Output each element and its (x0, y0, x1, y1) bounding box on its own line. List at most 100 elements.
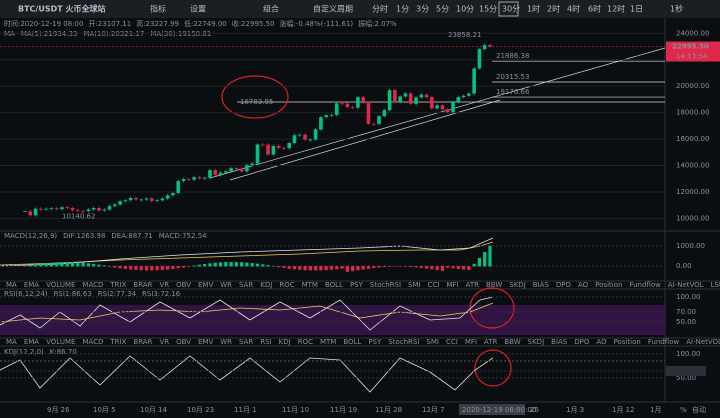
indicator-tab[interactable]: ROC (279, 281, 294, 289)
indicator-tab[interactable]: PSY (350, 281, 364, 289)
time-label: 1月 (650, 406, 661, 414)
indicator-tab[interactable]: BBW (486, 281, 502, 289)
macd-bar-decor (229, 262, 233, 267)
indicator-tab[interactable]: Fundflow (648, 338, 680, 346)
macd-bar-decor (160, 266, 164, 271)
period[interactable]: 6时 (588, 4, 601, 14)
indicator-tab[interactable]: TRIX (109, 338, 126, 346)
indicator-tab[interactable]: WR (220, 338, 232, 346)
indicator-tab[interactable]: SKDJ (509, 281, 526, 289)
candle (60, 207, 64, 210)
footer-percent[interactable]: % (680, 406, 687, 414)
period[interactable]: 1日 (630, 5, 643, 14)
indicator-tab[interactable]: EMA (24, 338, 39, 346)
macd-bar-decor (224, 262, 228, 267)
indicator-tab[interactable]: AO (578, 281, 589, 289)
indicator-tab[interactable]: KDJ (279, 338, 291, 346)
indicator-tab[interactable]: VOLUME (46, 281, 75, 289)
period[interactable]: 3分 (416, 5, 429, 14)
indicator-tab[interactable]: StochRSI (370, 281, 401, 289)
indicator-tab[interactable]: SKDJ (528, 338, 545, 346)
period[interactable]: 12时 (607, 4, 625, 14)
indicator-tab[interactable]: PSY (368, 338, 382, 346)
custom-period[interactable]: 自定义周期 (313, 4, 353, 14)
candle (266, 144, 270, 155)
indicator-tab[interactable]: EMV (198, 281, 213, 289)
indicator-tab[interactable]: RSI (260, 338, 271, 346)
indicator-tab[interactable]: SMI (408, 281, 421, 289)
candle (282, 147, 286, 149)
indicator-tab[interactable]: ROC (298, 338, 313, 346)
indicator-tab[interactable]: OBV (176, 281, 191, 289)
candle (287, 143, 292, 149)
symbol[interactable]: BTC/USDT 火币全球站 (18, 4, 106, 14)
period-right[interactable]: 1秒 (670, 4, 683, 14)
indicator-tab[interactable]: MFI (446, 281, 458, 289)
indicator-tab[interactable]: DPO (574, 338, 590, 346)
candle (49, 208, 54, 210)
indicator-tab[interactable]: MA (6, 281, 17, 289)
indicator-tab[interactable]: AI-NetVOL (668, 281, 704, 289)
indicator-tab[interactable]: AO (596, 338, 607, 346)
indicator-tab[interactable]: EMV (198, 338, 213, 346)
indicator-tab[interactable]: BBW (504, 338, 520, 346)
macd-bar-decor (298, 266, 302, 270)
period[interactable]: 5分 (436, 5, 449, 14)
period[interactable]: 15分 (479, 5, 497, 14)
toolbar-button[interactable]: 设置 (190, 4, 206, 14)
indicator-tab[interactable]: BOLL (325, 281, 343, 289)
toolbar-button[interactable]: 组合 (263, 4, 279, 14)
indicator-tab[interactable]: CCI (428, 281, 440, 289)
indicator-tab[interactable]: TRIX (109, 281, 126, 289)
candle (187, 179, 191, 180)
indicator-tab[interactable]: BIAS (551, 338, 568, 346)
period[interactable]: 1分 (396, 5, 409, 14)
indicator-tab[interactable]: Position (614, 338, 641, 346)
period[interactable]: 10分 (456, 5, 474, 14)
indicator-tab[interactable]: MA (6, 338, 17, 346)
indicator-tab[interactable]: MTM (320, 338, 336, 346)
indicator-tab[interactable]: DPO (556, 281, 572, 289)
indicator-tab[interactable]: LSUR (711, 281, 720, 289)
macd-bar-decor (483, 251, 487, 267)
indicator-tab[interactable]: Fundflow (629, 281, 661, 289)
indicator-tab[interactable]: CCI (446, 338, 458, 346)
indicator-tab[interactable]: ATR (484, 338, 498, 346)
indicator-tab[interactable]: SAR (239, 338, 253, 346)
macd-bar-decor (424, 266, 429, 269)
time-label: 11月 19 (330, 406, 357, 414)
candle (197, 177, 202, 179)
period[interactable]: 2时 (547, 4, 560, 14)
indicator-tab[interactable]: BOLL (343, 338, 361, 346)
indicator-tab[interactable]: MFI (465, 338, 477, 346)
indicator-tab[interactable]: VR (159, 338, 169, 346)
indicator-tab[interactable]: BIAS (533, 281, 550, 289)
indicator-tab[interactable]: MTM (302, 281, 318, 289)
toolbar-button[interactable]: 指标 (150, 4, 166, 14)
indicator-tab[interactable]: EMA (24, 281, 39, 289)
indicator-tab[interactable]: BRAR (133, 338, 152, 346)
period[interactable]: 1时 (527, 4, 540, 14)
indicator-tab[interactable]: KDJ (260, 281, 272, 289)
candle (414, 97, 418, 104)
candle (250, 163, 255, 166)
indicator-tab[interactable]: BRAR (133, 281, 152, 289)
period[interactable]: 4时 (567, 4, 580, 14)
indicator-tab[interactable]: AI-NetVOL (686, 338, 720, 346)
indicator-tab[interactable]: OBV (176, 338, 191, 346)
indicator-tab[interactable]: Position (595, 281, 622, 289)
indicator-tab[interactable]: VOLUME (46, 338, 75, 346)
time-label: 9月 26 (47, 406, 70, 414)
period[interactable]: 分时 (372, 4, 388, 14)
indicator-tab[interactable]: SAR (239, 281, 253, 289)
period[interactable]: 30分 (502, 5, 520, 14)
footer-auto[interactable]: 自动 (692, 405, 706, 414)
macd-bar-decor (208, 263, 212, 267)
indicator-tab[interactable]: SMI (426, 338, 439, 346)
indicator-tab[interactable]: ATR (466, 281, 480, 289)
indicator-tab[interactable]: WR (220, 281, 232, 289)
indicator-tab[interactable]: VR (159, 281, 169, 289)
indicator-tab[interactable]: StochRSI (388, 338, 419, 346)
indicator-tab[interactable]: MACD (82, 281, 103, 289)
indicator-tab[interactable]: MACD (82, 338, 103, 346)
